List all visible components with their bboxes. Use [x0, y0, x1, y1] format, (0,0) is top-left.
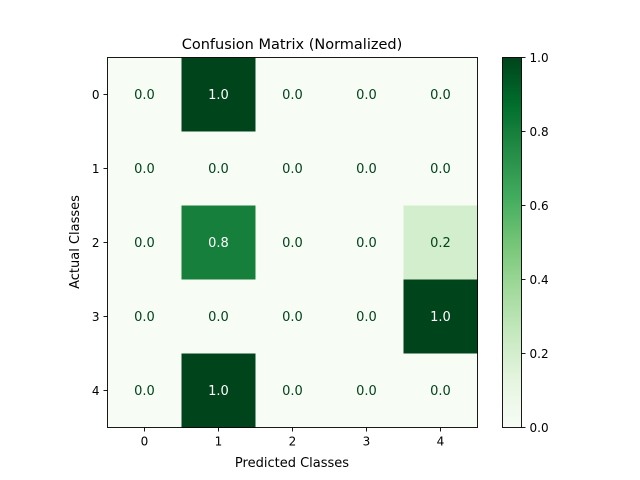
cell-value-label: 1.0 [208, 384, 229, 399]
colorbar-tick-label: 0.0 [530, 421, 549, 435]
colorbar-tick-label: 0.8 [530, 125, 549, 139]
heatmap-cell [181, 279, 256, 354]
cell-value-label: 0.2 [430, 236, 451, 251]
colorbar-ticks: 0.0 0.2 0.4 0.6 0.8 1.0 [521, 51, 549, 435]
cell-value-label: 0.0 [282, 384, 303, 399]
cell-value-label: 0.0 [208, 310, 229, 325]
cell-value-label: 0.0 [282, 88, 303, 103]
heatmap-cell [255, 279, 330, 354]
heatmap-cell [329, 279, 404, 354]
colorbar-tick-label: 0.4 [530, 273, 549, 287]
x-tick-label: 4 [437, 435, 445, 449]
cell-value-label: 0.0 [430, 384, 451, 399]
y-tick-label: 0 [92, 88, 100, 102]
heatmap-cell [403, 205, 478, 280]
cell-value-label: 0.0 [282, 310, 303, 325]
colorbar-tick-label: 0.6 [530, 199, 549, 213]
heatmap-cell [329, 57, 404, 132]
cell-value-label: 1.0 [430, 310, 451, 325]
x-tick-label: 3 [363, 435, 371, 449]
cell-value-label: 0.0 [282, 162, 303, 177]
cell-value-label: 0.0 [282, 236, 303, 251]
heatmap-cell [403, 131, 478, 206]
cell-value-label: 0.0 [356, 310, 377, 325]
y-tick-label: 4 [92, 384, 100, 398]
heatmap-cell [107, 353, 182, 428]
colorbar-tick-label: 0.2 [530, 347, 549, 361]
heatmap-cell [107, 279, 182, 354]
y-tick-label: 2 [92, 236, 100, 250]
cell-value-label: 0.0 [356, 88, 377, 103]
heatmap-cells: 0.0 1.0 0.0 0.0 0.0 0.0 0.0 0.0 0.0 0.0 0.0 0.8 0.0 0… [107, 57, 478, 428]
heatmap-cell [329, 353, 404, 428]
heatmap-cell [181, 353, 256, 428]
y-tick-label: 1 [92, 162, 100, 176]
x-tick-label: 0 [141, 435, 149, 449]
colorbar-tick-label: 1.0 [530, 51, 549, 65]
cell-value-label: 0.0 [134, 162, 155, 177]
cell-value-label: 0.0 [134, 310, 155, 325]
heatmap-cell [181, 57, 256, 132]
cell-value-label: 0.8 [208, 236, 229, 251]
y-axis-label: Actual Classes [68, 195, 83, 289]
x-tick-label: 2 [289, 435, 297, 449]
cell-value-label: 0.0 [356, 384, 377, 399]
cell-value-label: 1.0 [208, 88, 229, 103]
heatmap-cell [255, 57, 330, 132]
heatmap-cell [329, 205, 404, 280]
cell-value-label: 0.0 [134, 236, 155, 251]
y-tick-label: 3 [92, 310, 100, 324]
x-axis-label: Predicted Classes [235, 456, 349, 471]
heatmap-cell [107, 205, 182, 280]
cell-value-label: 0.0 [356, 236, 377, 251]
cell-value-label: 0.0 [430, 162, 451, 177]
cell-value-label: 0.0 [208, 162, 229, 177]
cell-value-label: 0.0 [356, 162, 377, 177]
heatmap-cell [181, 131, 256, 206]
heatmap-cell [403, 353, 478, 428]
heatmap-cell [403, 279, 478, 354]
heatmap-cell [107, 131, 182, 206]
heatmap-cell [329, 131, 404, 206]
cell-value-label: 0.0 [134, 384, 155, 399]
heatmap-cell [255, 353, 330, 428]
chart-title: Confusion Matrix (Normalized) [182, 37, 403, 53]
heatmap-cell [255, 131, 330, 206]
x-axis-ticks: 0 1 2 3 4 [141, 427, 445, 449]
x-tick-label: 1 [215, 435, 223, 449]
heatmap-cell [255, 205, 330, 280]
y-axis-ticks: 0 1 2 3 4 [92, 88, 108, 398]
cell-value-label: 0.0 [430, 88, 451, 103]
heatmap-cell [181, 205, 256, 280]
cell-value-label: 0.0 [134, 88, 155, 103]
heatmap-cell [403, 57, 478, 132]
colorbar [502, 57, 522, 428]
heatmap-cell [107, 57, 182, 132]
